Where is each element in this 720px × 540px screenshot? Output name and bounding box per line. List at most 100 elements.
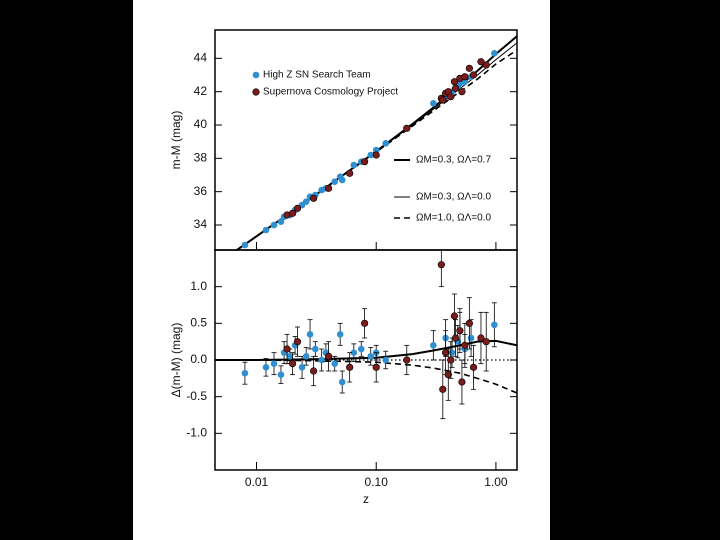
data-point bbox=[306, 331, 314, 338]
legend-marker bbox=[252, 71, 260, 79]
data-point bbox=[444, 371, 452, 379]
legend-label: ΩM=1.0, ΩΛ=0.0 bbox=[416, 213, 491, 224]
data-point bbox=[442, 349, 450, 357]
data-point bbox=[357, 345, 365, 353]
data-point bbox=[262, 364, 270, 371]
data-point bbox=[361, 158, 369, 166]
data-point bbox=[482, 338, 490, 346]
y-tick-label: 0.0 bbox=[190, 352, 207, 366]
data-point bbox=[293, 204, 302, 212]
data-point bbox=[469, 363, 478, 371]
data-point bbox=[451, 84, 460, 92]
data-point bbox=[461, 341, 469, 349]
data-point bbox=[350, 349, 358, 356]
plot-area bbox=[235, 35, 517, 250]
data-point bbox=[262, 226, 270, 234]
y-tick-label: 40 bbox=[194, 117, 208, 131]
y-tick-label: 42 bbox=[194, 84, 208, 98]
data-point bbox=[336, 331, 344, 338]
y-tick-label: 36 bbox=[194, 184, 208, 198]
data-point bbox=[270, 360, 278, 367]
data-point bbox=[350, 161, 358, 169]
data-point bbox=[270, 221, 278, 229]
data-point bbox=[448, 349, 456, 356]
data-point bbox=[437, 261, 445, 269]
data-point bbox=[324, 184, 333, 192]
data-point bbox=[477, 58, 485, 66]
data-point bbox=[331, 360, 339, 367]
data-point bbox=[241, 241, 249, 249]
data-point bbox=[286, 353, 294, 360]
data-point bbox=[458, 88, 466, 96]
x-tick-label: 0.10 bbox=[365, 475, 389, 489]
legend-label: Supernova Cosmology Project bbox=[263, 87, 398, 98]
data-point bbox=[477, 334, 485, 342]
data-point bbox=[288, 209, 297, 217]
x-tick-label: 1.00 bbox=[484, 475, 508, 489]
data-point bbox=[469, 71, 478, 79]
data-point bbox=[283, 345, 291, 353]
data-point bbox=[338, 176, 346, 184]
y-tick-label: 44 bbox=[194, 51, 208, 65]
data-point bbox=[403, 124, 411, 132]
data-point bbox=[318, 356, 325, 364]
data-point bbox=[456, 80, 464, 87]
data-point bbox=[465, 64, 473, 72]
data-point bbox=[310, 367, 318, 375]
data-point bbox=[367, 353, 375, 360]
data-point bbox=[367, 151, 375, 159]
y-tick-label: 34 bbox=[194, 217, 208, 231]
data-point bbox=[439, 96, 447, 104]
plot-area bbox=[215, 250, 517, 420]
data-point bbox=[430, 100, 437, 107]
y-tick-label: -0.5 bbox=[186, 389, 207, 403]
data-point bbox=[346, 363, 354, 371]
legend-marker bbox=[252, 88, 260, 96]
y-tick-label: -1.0 bbox=[186, 426, 207, 440]
data-point bbox=[467, 334, 475, 342]
x-axis-label: z bbox=[363, 492, 369, 506]
data-point bbox=[482, 61, 490, 69]
data-point bbox=[491, 321, 498, 329]
data-point bbox=[458, 378, 466, 386]
data-point bbox=[372, 146, 380, 154]
data-point bbox=[346, 169, 354, 177]
data-point bbox=[403, 356, 411, 364]
y-tick-label: 38 bbox=[194, 151, 208, 165]
data-point bbox=[310, 194, 318, 202]
data-point bbox=[461, 78, 469, 85]
data-point bbox=[456, 327, 464, 335]
data-point bbox=[447, 93, 455, 101]
data-point bbox=[302, 198, 310, 205]
data-point bbox=[491, 50, 498, 57]
data-point bbox=[461, 73, 469, 81]
legend-label: High Z SN Search Team bbox=[263, 70, 371, 81]
legend-label: ΩM=0.3, ΩΛ=0.7 bbox=[416, 155, 491, 166]
legend-label: ΩM=0.3, ΩΛ=0.0 bbox=[416, 192, 491, 203]
data-point bbox=[361, 319, 369, 327]
data-point bbox=[293, 338, 302, 346]
data-point bbox=[312, 345, 319, 353]
data-point bbox=[447, 356, 455, 364]
y-axis-label: m-M (mag) bbox=[169, 111, 183, 170]
data-point bbox=[324, 352, 333, 360]
y-tick-label: 1.0 bbox=[190, 279, 207, 293]
data-point bbox=[430, 342, 437, 349]
x-tick-label: 0.01 bbox=[245, 475, 269, 489]
figure-area bbox=[133, 0, 550, 540]
y-tick-label: 0.5 bbox=[190, 316, 207, 330]
data-point bbox=[439, 385, 447, 393]
data-point bbox=[450, 312, 459, 320]
data-point bbox=[277, 218, 285, 225]
data-point bbox=[331, 178, 339, 185]
model-curve bbox=[215, 359, 517, 394]
data-point bbox=[382, 356, 389, 364]
data-point bbox=[241, 369, 249, 377]
data-point bbox=[288, 360, 297, 368]
data-point bbox=[302, 353, 310, 360]
data-point bbox=[277, 371, 285, 378]
data-point bbox=[372, 151, 380, 159]
y-axis-label: Δ(m-M) (mag) bbox=[169, 323, 183, 398]
data-point bbox=[338, 378, 346, 386]
